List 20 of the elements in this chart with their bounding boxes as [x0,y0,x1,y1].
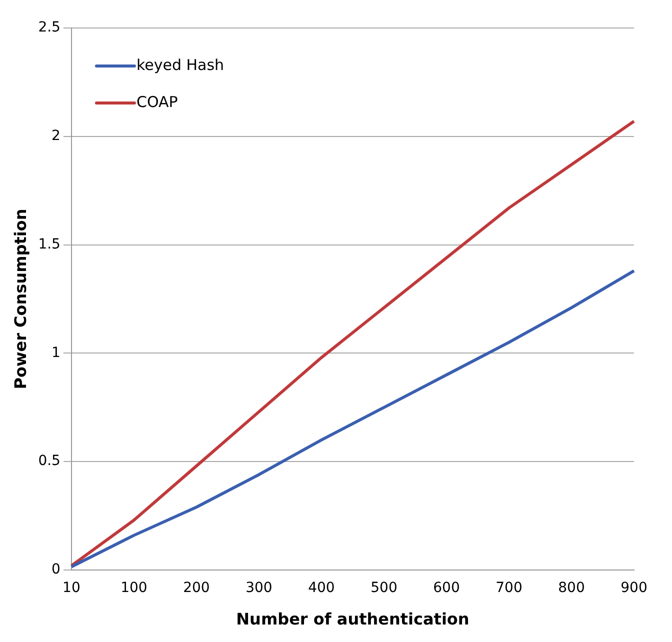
y-axis-title: Power Consumption [10,208,30,390]
x-tick-label: 400 [308,580,335,596]
x-tick-label: 800 [558,580,585,596]
x-tick-label: 900 [620,580,648,596]
x-tick-label: 300 [246,580,272,596]
x-tick-label: 500 [370,580,398,596]
y-tick-label: 1.5 [38,236,60,252]
x-tick-label: 600 [433,580,460,596]
x-tick-label: 700 [496,580,522,596]
y-tick-label: 1 [52,344,60,361]
x-tick-label: 10 [62,580,80,596]
legend-label: COAP [136,92,178,111]
y-tick-label: 2 [52,128,60,144]
y-tick-label: 2.5 [38,20,60,36]
y-tick-label: 0 [52,562,60,578]
x-tick-label: 200 [183,580,210,596]
x-axis-title: Number of authentication [236,610,470,629]
x-tick-label: 100 [120,580,148,596]
y-tick-label: 0.5 [38,453,60,470]
legend-label: keyed Hash [136,56,224,74]
